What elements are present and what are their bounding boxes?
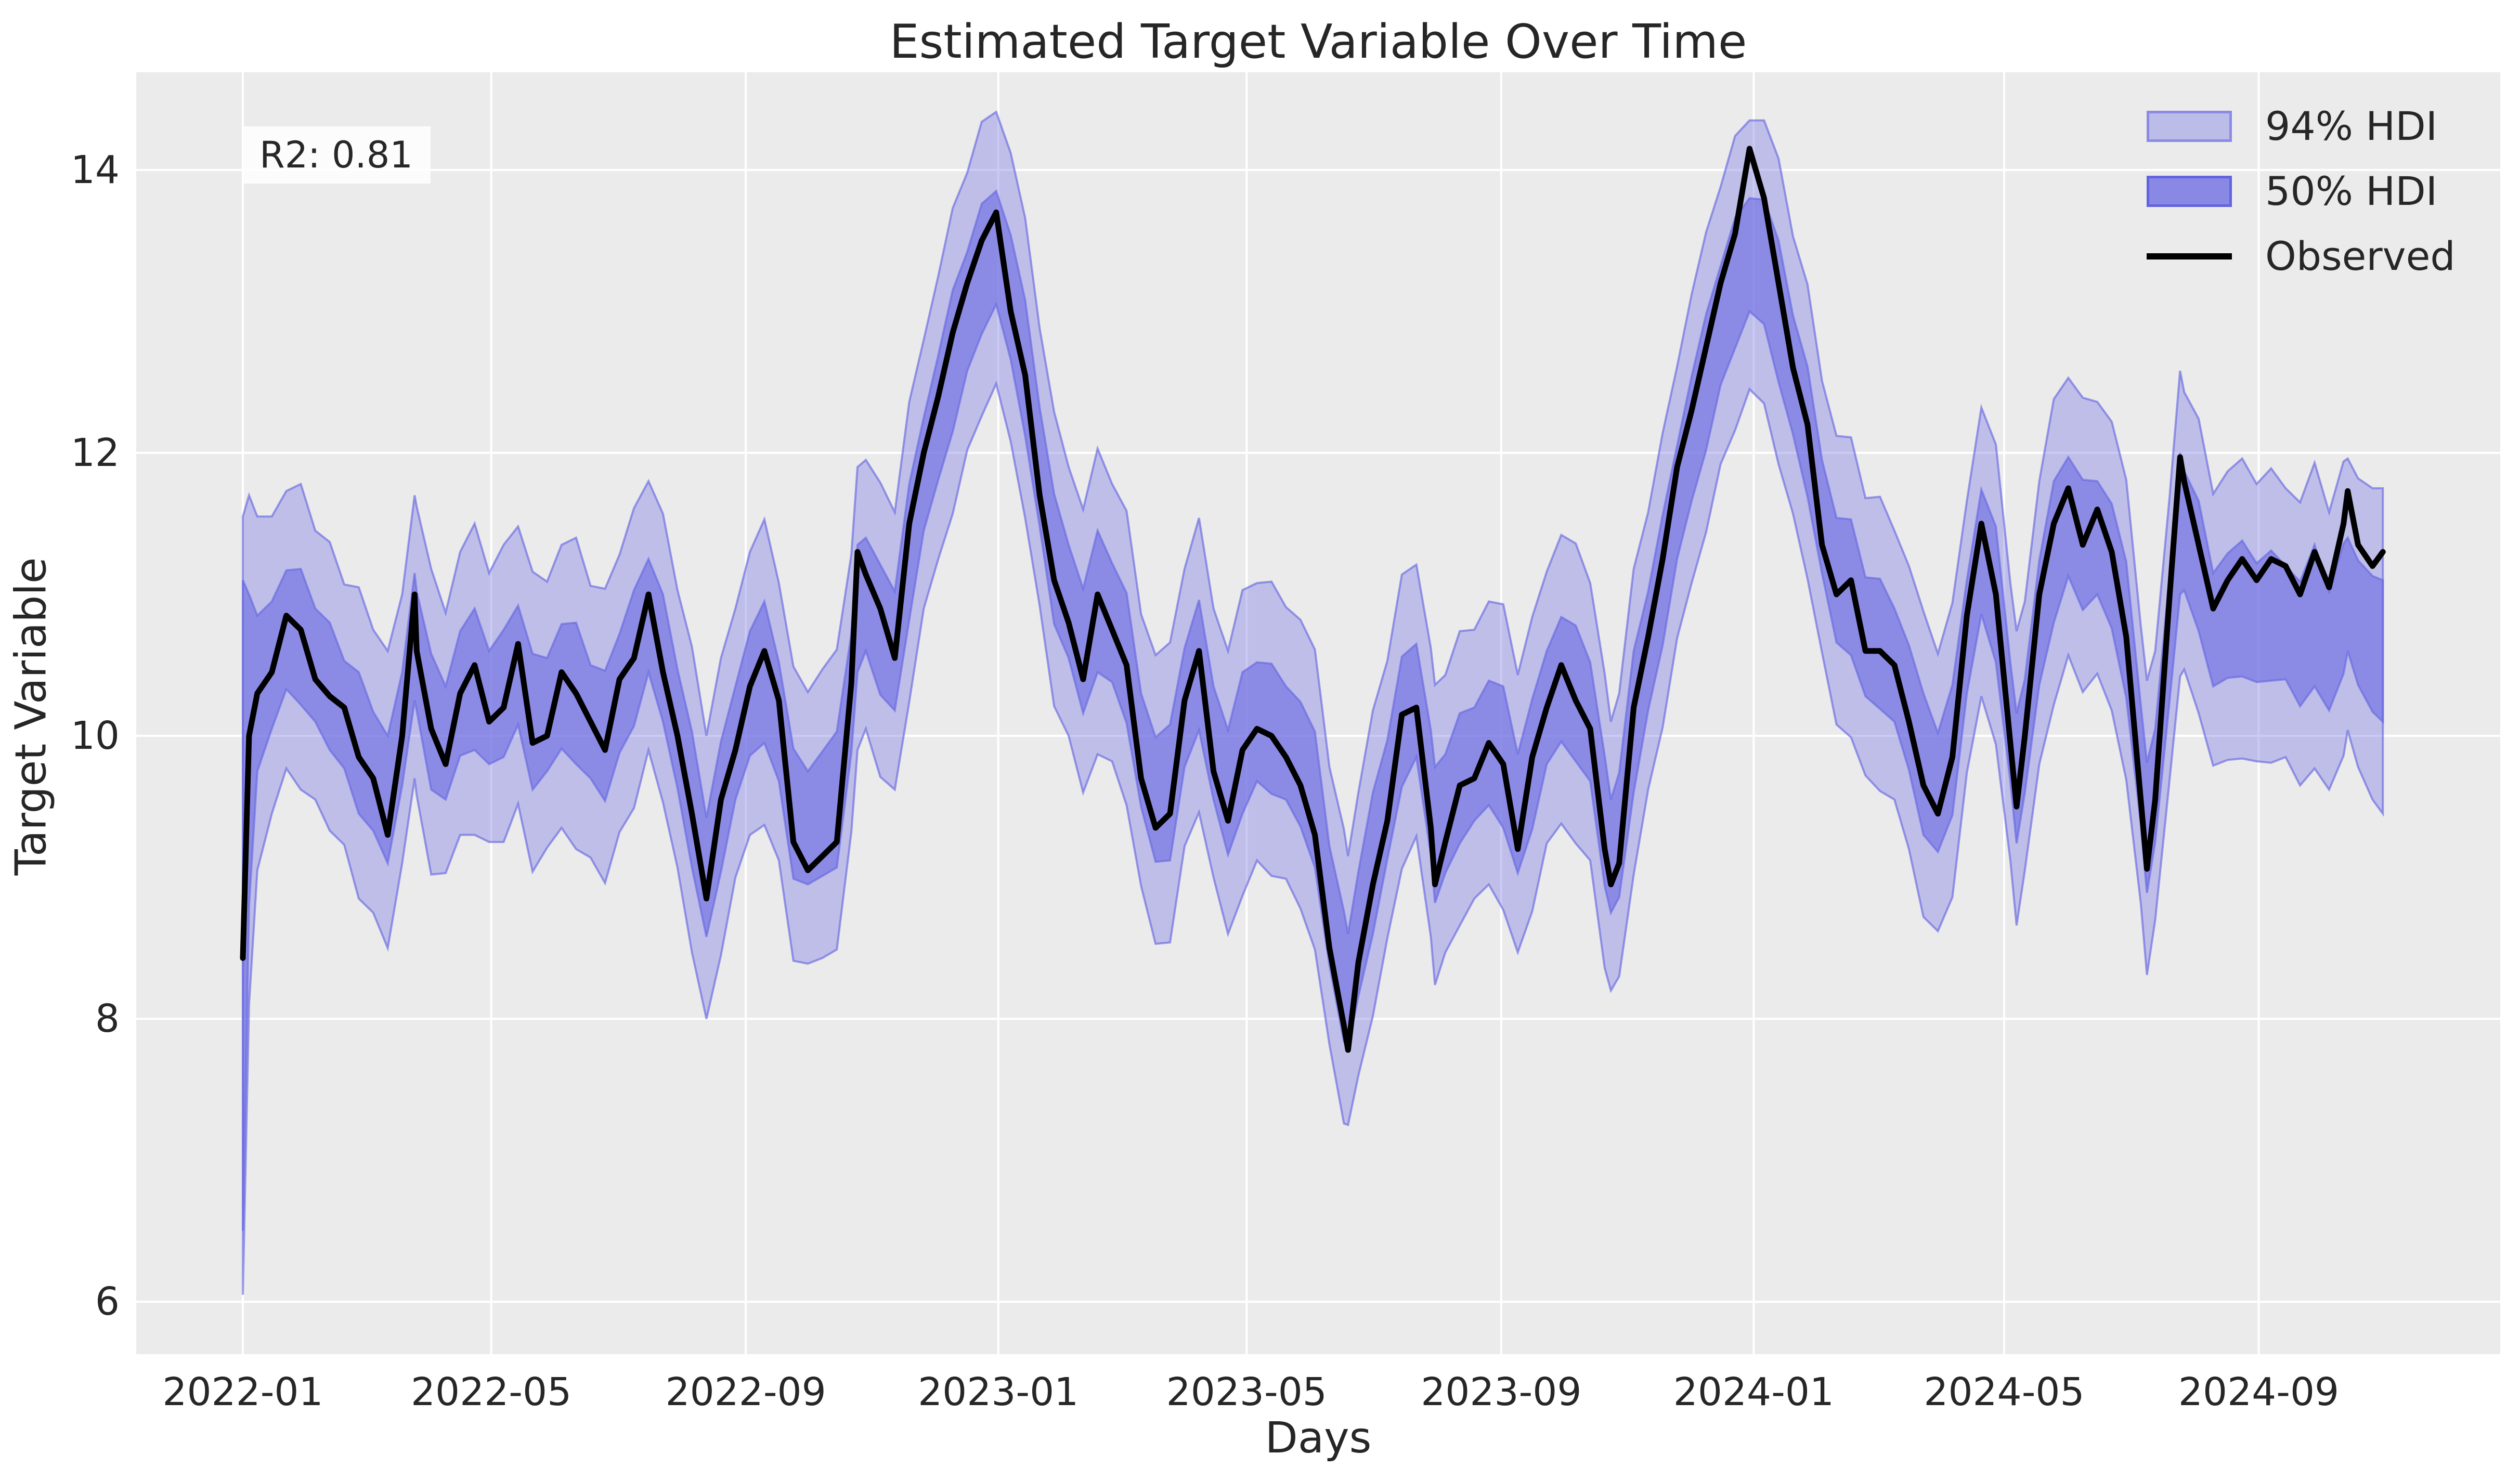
- x-tick-label: 2024-09: [2178, 1370, 2340, 1414]
- y-tick-label: 12: [70, 430, 120, 475]
- x-tick-label: 2022-09: [665, 1370, 826, 1414]
- y-tick-label: 10: [70, 713, 120, 759]
- x-tick-label: 2023-09: [1421, 1370, 1582, 1414]
- legend-label: 94% HDI: [2265, 103, 2438, 149]
- x-axis-label: Days: [1265, 1413, 1372, 1463]
- x-tick-label: 2023-05: [1166, 1370, 1327, 1414]
- x-tick-label: 2023-01: [918, 1370, 1079, 1414]
- y-tick-label: 8: [95, 996, 120, 1042]
- x-tick-label: 2024-05: [1924, 1370, 2085, 1414]
- observed-line-swatch-icon: [2147, 253, 2232, 259]
- x-tick-label: 2024-01: [1673, 1370, 1834, 1414]
- observed-line: [240, 146, 2386, 1053]
- hdi94-swatch-icon: [2147, 110, 2232, 142]
- plot-area: [136, 72, 2500, 1354]
- legend-item-observed: Observed: [2147, 233, 2456, 279]
- legend-label: Observed: [2265, 233, 2456, 279]
- chart-title: Estimated Target Variable Over Time: [889, 15, 1747, 69]
- legend-item-94-hdi: 94% HDI: [2147, 103, 2456, 149]
- legend-label: 50% HDI: [2265, 168, 2438, 214]
- legend-item-50-hdi: 50% HDI: [2147, 168, 2456, 214]
- hdi50-swatch-icon: [2147, 175, 2232, 207]
- hdi94-band: [242, 110, 2384, 1295]
- y-tick-label: 14: [70, 147, 120, 192]
- x-tick-label: 2022-01: [162, 1370, 323, 1414]
- chart-canvas: [136, 72, 2500, 1354]
- r2-annotation: R2: 0.81: [242, 126, 431, 184]
- y-tick-label: 6: [95, 1279, 120, 1325]
- x-tick-label: 2022-05: [410, 1370, 572, 1414]
- legend: 94% HDI 50% HDI Observed: [2147, 103, 2456, 279]
